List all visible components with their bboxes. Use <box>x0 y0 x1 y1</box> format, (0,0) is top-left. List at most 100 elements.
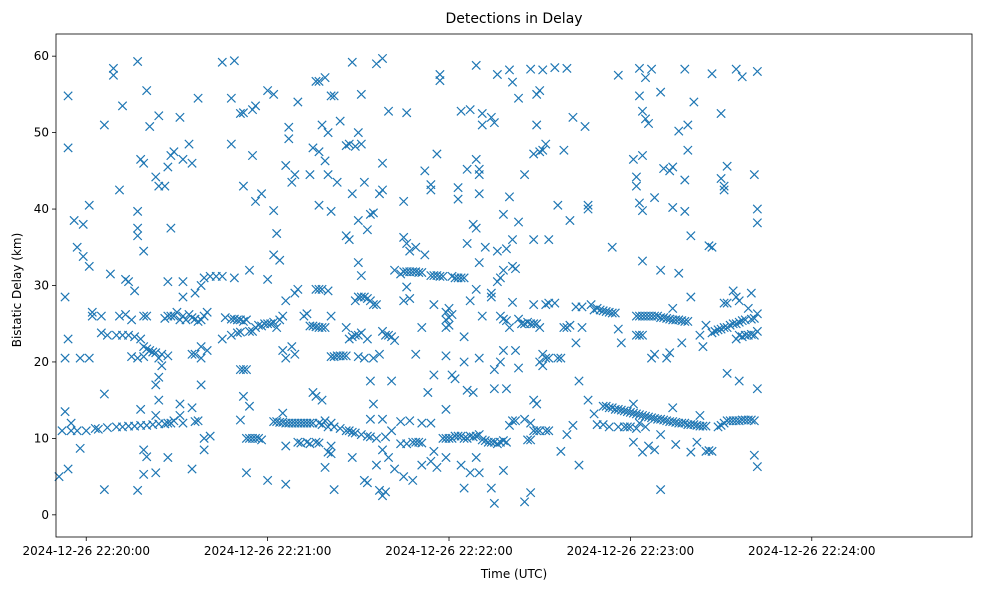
data-point-marker <box>634 63 645 74</box>
data-point-marker <box>72 242 82 252</box>
data-point-marker <box>634 410 645 420</box>
data-point-marker <box>341 351 351 361</box>
data-point-marker <box>353 351 363 362</box>
data-point-marker <box>226 93 236 103</box>
data-point-marker <box>646 64 657 74</box>
data-point-marker <box>129 286 140 296</box>
data-point-marker <box>151 348 161 358</box>
data-point-marker <box>486 292 496 302</box>
data-point-marker <box>553 200 563 210</box>
data-point-marker <box>193 416 203 426</box>
data-point-marker <box>610 308 620 318</box>
data-point-marker <box>628 437 639 447</box>
data-point-marker <box>501 244 512 254</box>
data-point-marker <box>63 91 73 101</box>
data-point-marker <box>383 452 394 463</box>
data-point-marker <box>244 326 255 336</box>
data-point-marker <box>269 205 279 216</box>
data-point-marker <box>314 76 324 87</box>
data-point-marker <box>402 282 412 292</box>
data-point-marker <box>229 56 239 66</box>
data-point-marker <box>538 65 548 75</box>
data-point-marker <box>350 428 360 438</box>
data-point-marker <box>123 277 134 287</box>
data-point-marker <box>535 322 545 333</box>
data-point-marker <box>181 315 191 325</box>
data-point-marker <box>544 235 554 245</box>
data-point-marker <box>607 308 617 318</box>
data-point-marker <box>338 351 348 361</box>
data-point-marker <box>287 177 297 187</box>
data-point-marker <box>305 170 315 180</box>
data-point-marker <box>649 311 660 321</box>
data-point-marker <box>420 166 430 176</box>
data-point-marker <box>689 97 699 107</box>
data-point-marker <box>613 324 623 334</box>
data-point-marker <box>371 299 382 310</box>
data-point-marker <box>151 380 161 390</box>
data-point-marker <box>683 145 693 155</box>
data-point-marker <box>347 332 357 342</box>
data-point-marker <box>308 143 318 153</box>
x-tick-label: 2024-12-26 22:24:00 <box>748 544 875 558</box>
data-point-marker <box>453 431 463 441</box>
data-point-marker <box>456 273 466 283</box>
data-point-marker <box>746 415 756 425</box>
data-point-marker <box>356 139 366 149</box>
data-point-marker <box>486 437 496 447</box>
data-point-marker <box>187 158 197 168</box>
data-point-marker <box>238 108 249 118</box>
data-point-marker <box>622 422 632 432</box>
data-point-marker <box>417 267 427 278</box>
data-point-marker <box>498 209 509 220</box>
data-point-marker <box>329 422 339 432</box>
data-point-marker <box>417 322 427 333</box>
data-point-marker <box>302 309 312 319</box>
data-point-marker <box>202 307 212 317</box>
data-point-marker <box>637 205 648 216</box>
data-point-marker <box>396 416 406 427</box>
data-point-marker <box>284 134 294 144</box>
data-point-marker <box>377 445 388 455</box>
data-point-marker <box>752 309 762 319</box>
data-point-marker <box>266 319 276 329</box>
data-point-marker <box>637 256 648 266</box>
data-point-marker <box>749 313 759 323</box>
data-point-marker <box>142 311 152 321</box>
data-point-marker <box>459 332 469 342</box>
x-tick-label: 2024-12-26 22:21:00 <box>204 544 331 558</box>
data-point-marker <box>402 439 412 449</box>
data-point-marker <box>734 376 744 386</box>
data-point-marker <box>734 317 744 327</box>
data-point-marker <box>655 265 666 275</box>
data-point-marker <box>447 271 457 281</box>
data-point-marker <box>728 286 738 296</box>
data-point-marker <box>462 164 472 174</box>
data-point-marker <box>314 418 324 428</box>
data-point-marker <box>344 139 354 149</box>
data-point-marker <box>414 437 424 447</box>
data-point-marker <box>462 238 472 249</box>
data-point-marker <box>389 464 400 474</box>
data-point-marker <box>399 196 409 207</box>
data-point-marker <box>625 407 636 418</box>
data-point-marker <box>281 160 291 171</box>
data-point-marker <box>562 63 572 74</box>
data-point-marker <box>314 438 324 448</box>
data-point-marker <box>368 353 379 363</box>
data-point-marker <box>353 215 363 226</box>
data-point-marker <box>75 353 85 363</box>
data-point-marker <box>341 322 351 333</box>
data-point-marker <box>541 299 551 310</box>
data-point-marker <box>347 57 357 67</box>
data-point-marker <box>486 483 496 493</box>
data-point-marker <box>716 324 726 334</box>
data-point-marker <box>105 269 116 279</box>
data-point-marker <box>719 185 729 195</box>
data-point-marker <box>498 345 509 356</box>
data-point-marker <box>631 172 642 182</box>
data-point-marker <box>504 420 515 431</box>
data-point-marker <box>187 349 197 359</box>
data-point-marker <box>568 420 578 431</box>
data-point-marker <box>244 401 255 411</box>
